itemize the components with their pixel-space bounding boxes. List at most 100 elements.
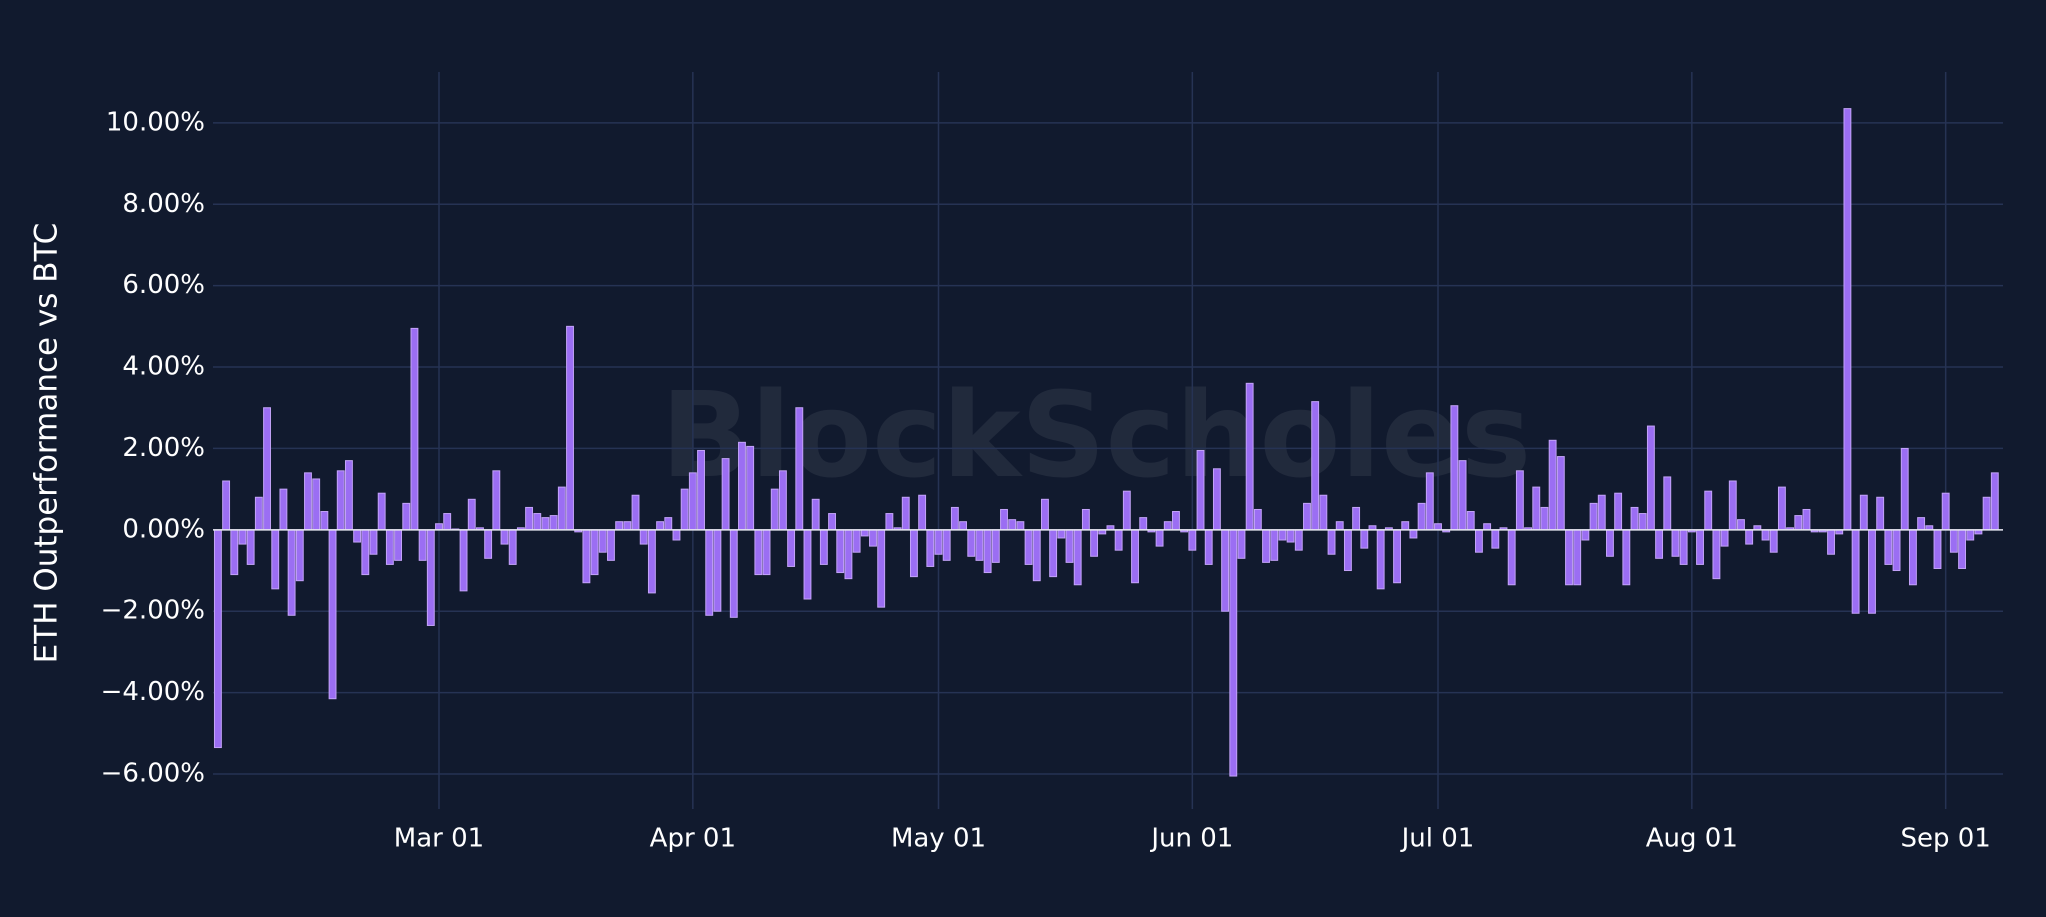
bar (623, 521, 632, 531)
bar (1335, 521, 1344, 531)
bar (541, 517, 550, 531)
y-tick-label: 2.00% (122, 433, 205, 463)
bar (1876, 496, 1885, 531)
bar (795, 407, 804, 531)
bar (1941, 492, 1950, 531)
bar (1777, 486, 1786, 531)
bar (1204, 529, 1213, 565)
bar (295, 529, 304, 582)
bar (1646, 425, 1655, 531)
bar (1507, 529, 1516, 586)
bar (1319, 494, 1328, 531)
bar (1016, 521, 1025, 531)
bar (1679, 529, 1688, 565)
bar (918, 494, 927, 531)
bar (484, 529, 493, 559)
bar (1859, 494, 1868, 531)
bar (1565, 529, 1573, 586)
bar (1434, 523, 1442, 531)
bar (869, 529, 877, 547)
bar (1908, 529, 1917, 586)
bar (1000, 508, 1008, 531)
bar (1638, 513, 1647, 531)
bar (1990, 472, 1999, 531)
bar (500, 529, 509, 545)
bar (1253, 508, 1262, 531)
bar (778, 470, 787, 531)
bar (1237, 529, 1246, 559)
bar (746, 445, 755, 531)
bar (492, 470, 501, 531)
bar (1114, 529, 1123, 551)
bar (1581, 529, 1590, 541)
bar (1327, 529, 1336, 555)
bar (975, 529, 984, 561)
bar (353, 529, 362, 543)
bar (1278, 529, 1287, 541)
x-tick-label: Aug 01 (1646, 824, 1738, 854)
bar (1630, 506, 1639, 531)
bar (967, 529, 976, 557)
bar (1884, 529, 1893, 565)
bar (1188, 529, 1197, 551)
bar (1196, 449, 1205, 531)
bar (909, 529, 918, 578)
bar (1450, 405, 1459, 531)
bar (1483, 523, 1492, 531)
bar (238, 529, 247, 545)
bar (926, 529, 935, 567)
bar (1573, 529, 1582, 586)
x-tick-label: Sep 01 (1901, 824, 1991, 854)
bar (1417, 502, 1426, 531)
bar (1892, 529, 1901, 572)
bar (1131, 529, 1139, 584)
bar (1163, 521, 1172, 531)
bar (312, 478, 321, 531)
bar (1769, 529, 1778, 553)
bar (525, 506, 534, 531)
bar (1794, 515, 1803, 531)
bar (279, 488, 288, 531)
bar (901, 496, 910, 531)
bar (1540, 506, 1549, 531)
bar (1466, 511, 1475, 531)
bar (1155, 529, 1164, 547)
bar (680, 488, 689, 531)
bar (508, 529, 517, 565)
bar (1041, 498, 1049, 531)
bar (934, 529, 943, 555)
bar (402, 502, 411, 531)
bar (443, 513, 452, 531)
bar (1401, 521, 1410, 531)
bar (1270, 529, 1279, 561)
bar (942, 529, 951, 561)
bar (1712, 529, 1721, 580)
bar (1745, 529, 1754, 545)
bar (672, 529, 681, 541)
bar (860, 529, 869, 537)
bar (246, 529, 255, 565)
bar (1172, 511, 1180, 531)
bar (877, 529, 886, 608)
bar (1008, 519, 1017, 531)
bar (328, 529, 337, 700)
bar (1851, 529, 1860, 614)
bar (1614, 492, 1623, 531)
bar (639, 529, 648, 545)
bar (566, 325, 574, 531)
y-tick-label: 4.00% (122, 352, 205, 382)
bar (1720, 529, 1729, 547)
bar (828, 513, 836, 531)
bar (1663, 476, 1672, 531)
bar (1212, 468, 1221, 531)
y-tick-label: −2.00% (101, 596, 205, 626)
bar (1081, 508, 1090, 531)
y-tick-label: −4.00% (101, 677, 205, 707)
bar (811, 498, 820, 531)
bar (1065, 529, 1074, 563)
bar (1294, 529, 1303, 551)
bar (230, 529, 239, 576)
bar (213, 529, 222, 749)
